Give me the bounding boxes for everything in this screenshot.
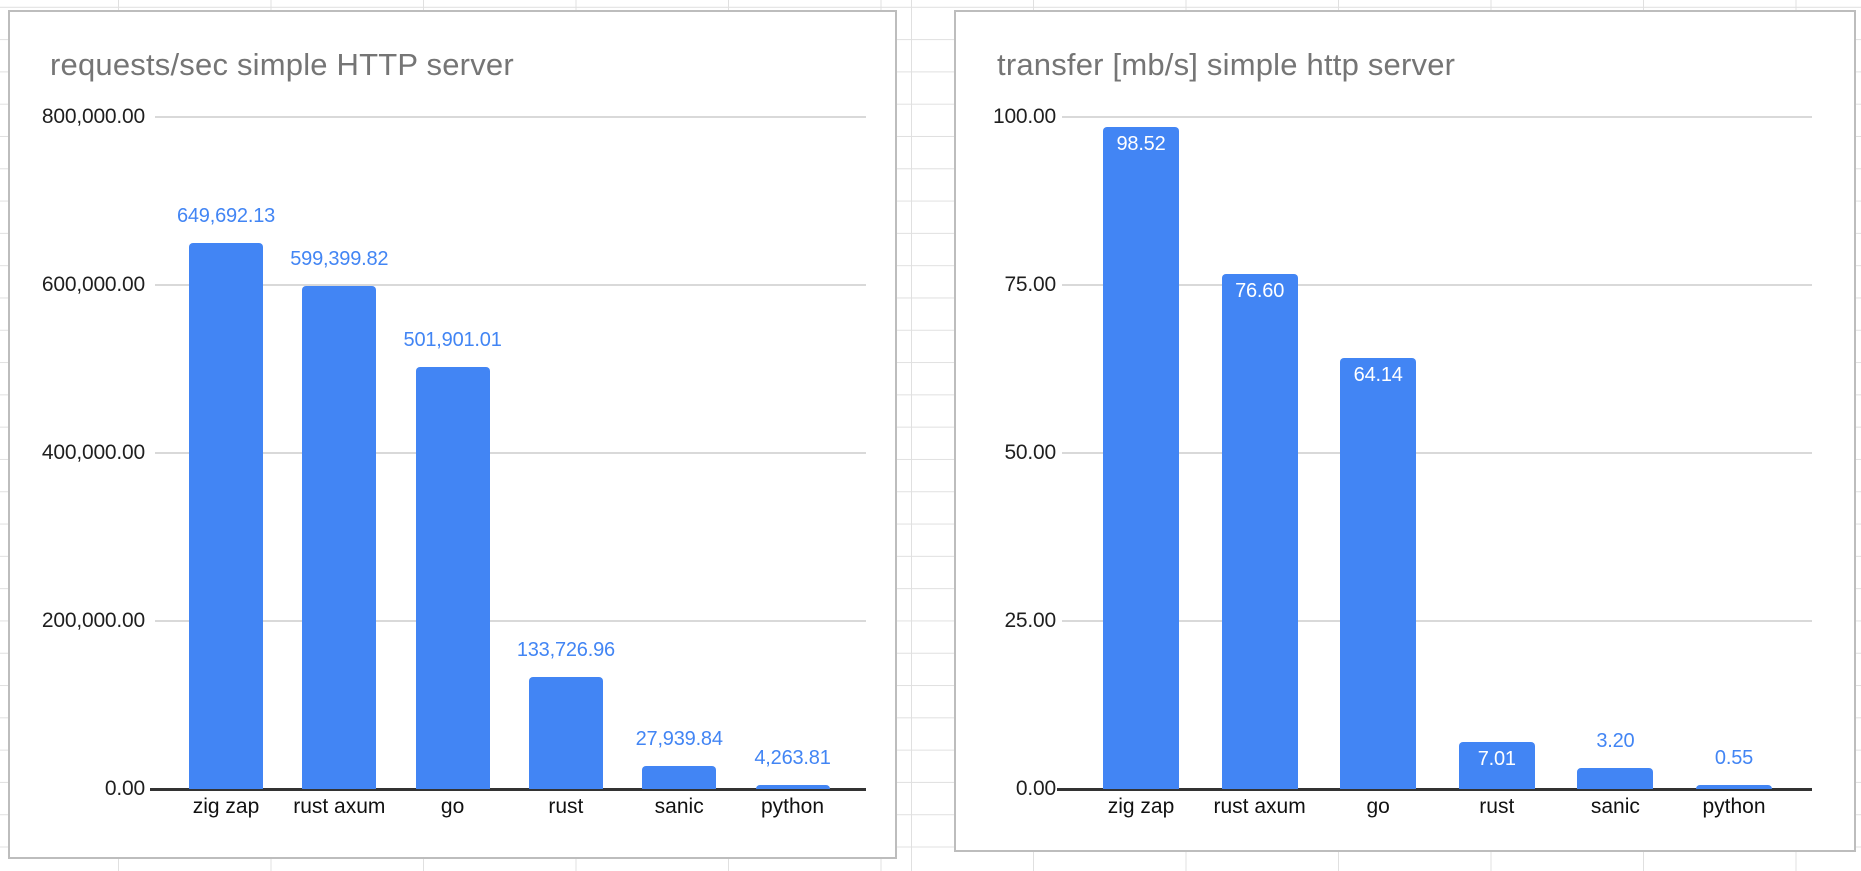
y-axis-tick-label: 0.00 [104, 777, 145, 800]
x-axis-category-label: rust axum [293, 795, 386, 818]
chart-title: requests/sec simple HTTP server [50, 47, 514, 82]
y-gridline [155, 284, 866, 286]
y-axis-tick-label: 800,000.00 [41, 105, 145, 128]
bar-python[interactable] [755, 785, 830, 789]
chart-transfer-mbps[interactable]: transfer [mb/s] simple http server 100.0… [954, 10, 1856, 852]
y-axis-tick-label: 75.00 [1004, 273, 1056, 296]
bar-value-label: 7.01 [1477, 747, 1516, 770]
bar-value-label: 599,399.82 [290, 247, 389, 270]
bar-value-label: 27,939.84 [635, 727, 723, 750]
x-axis-category-label: sanic [654, 795, 704, 818]
bar-zig-zap[interactable] [1103, 126, 1179, 789]
y-axis-tick-label: 25.00 [1004, 609, 1056, 632]
y-axis-tick-label: 600,000.00 [41, 273, 145, 296]
x-axis-category-label: python [1702, 795, 1766, 818]
x-axis-line [1057, 788, 1812, 791]
y-gridline [155, 452, 866, 454]
y-axis-tick-label: 0.00 [1015, 777, 1056, 800]
bar-value-label: 4,263.81 [754, 747, 831, 770]
bar-value-label: 64.14 [1353, 364, 1403, 386]
y-axis-tick-label: 200,000.00 [41, 609, 145, 632]
x-axis-category-label: rust [548, 795, 584, 818]
x-axis-category-label: zig zap [1107, 795, 1175, 818]
x-axis-category-label: python [760, 795, 825, 818]
x-axis-category-label: rust [1479, 795, 1515, 818]
bar-zig-zap[interactable] [189, 243, 263, 789]
bar-go[interactable] [415, 367, 490, 789]
bar-rust-axum[interactable] [302, 285, 377, 789]
bar-go[interactable] [1340, 358, 1417, 789]
bar-rust[interactable] [1458, 741, 1535, 789]
x-axis-category-label: go [1366, 795, 1390, 818]
y-axis-tick-label: 100.00 [992, 105, 1056, 128]
x-axis-category-label: go [440, 795, 465, 818]
sheet-column-gridline [911, 0, 912, 871]
y-gridline [1062, 452, 1812, 454]
bar-value-label: 76.60 [1235, 280, 1285, 303]
y-gridline [1062, 620, 1812, 622]
chart-title: transfer [mb/s] simple http server [997, 47, 1456, 82]
y-gridline [155, 620, 866, 622]
chart-requests-per-sec[interactable]: requests/sec simple HTTP server 800,000.… [8, 10, 897, 859]
y-axis-tick-label: 400,000.00 [41, 441, 145, 464]
y-gridline [155, 116, 866, 118]
bar-value-label: 501,901.01 [403, 329, 502, 352]
x-axis-line [150, 788, 866, 791]
bar-rust[interactable] [528, 676, 603, 789]
bar-rust-axum[interactable] [1221, 274, 1298, 789]
bar-sanic[interactable] [642, 765, 717, 789]
bar-value-label: 3.20 [1596, 729, 1635, 752]
bar-value-label: 98.52 [1116, 132, 1166, 155]
y-gridline [1062, 284, 1812, 286]
x-axis-category-label: sanic [1590, 795, 1640, 818]
bar-python[interactable] [1696, 785, 1772, 789]
y-axis-tick-label: 50.00 [1004, 441, 1056, 464]
bar-sanic[interactable] [1577, 767, 1654, 789]
x-axis-category-label: zig zap [192, 795, 260, 818]
y-gridline [1062, 116, 1812, 118]
x-axis-category-label: rust axum [1213, 795, 1306, 818]
bar-value-label: 133,726.96 [516, 638, 615, 661]
bar-value-label: 649,692.13 [176, 205, 276, 228]
bar-value-label: 0.55 [1714, 747, 1754, 770]
